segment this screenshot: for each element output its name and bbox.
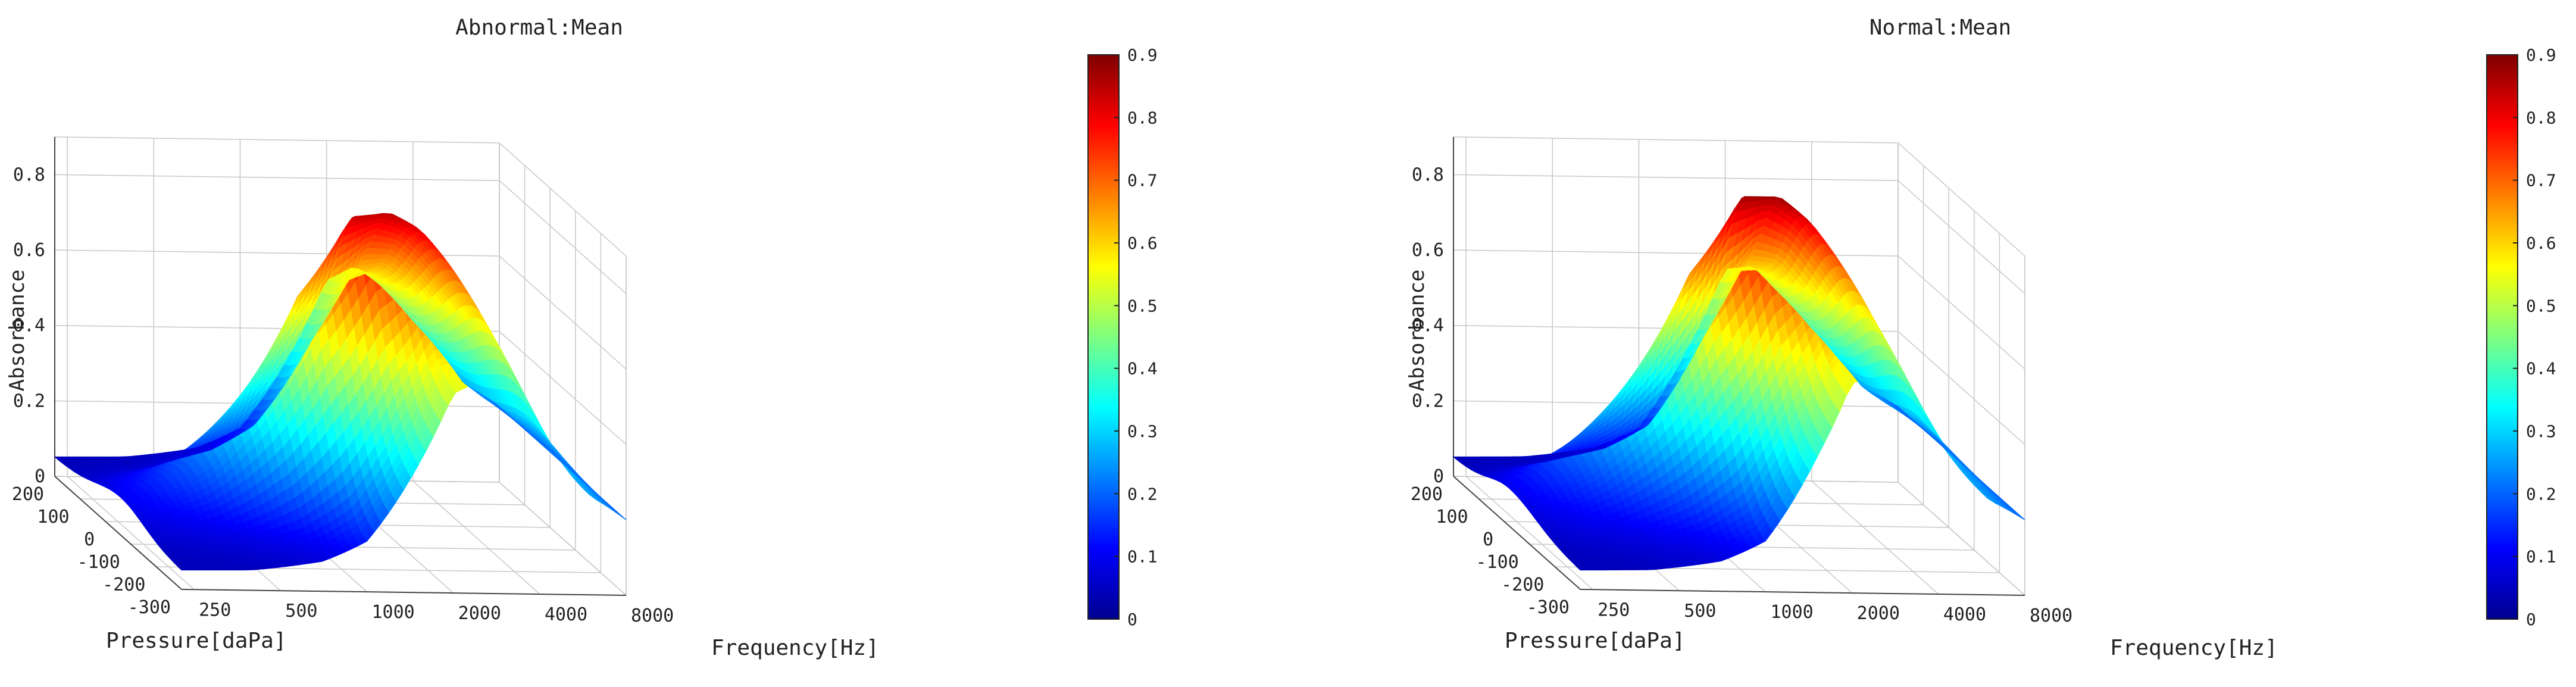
y-tick-label: 100 [37,507,69,527]
colorbar-tick-label: 0.7 [1127,171,1158,191]
grid-line [55,137,499,143]
grid-line [1898,332,2025,445]
y-tick-label: 0 [84,529,95,550]
grid-line [1898,256,2025,369]
surface [1453,196,2025,570]
colorbar-tick-label: 0 [1127,610,1137,629]
axis-line [182,589,626,595]
colorbar-tick-label: 0.2 [1127,484,1158,504]
z-tick-label: 0.2 [13,391,45,411]
grid-line [499,143,626,256]
x-tick-label: 2000 [458,603,501,624]
colorbar-tick-label: 0.3 [1127,421,1158,441]
y-axis-label: Pressure[daPa] [106,629,286,653]
grid-line [1898,482,2025,595]
grid-line [1898,180,2025,293]
x-tick-label: 8000 [631,605,674,626]
grid-line [1453,137,1898,143]
colorbar-tick-label: 0.8 [1127,108,1158,127]
chart-title: Abnormal:Mean [455,15,623,40]
grid-line [413,481,540,594]
colorbar-tick-label: 0.1 [1127,547,1158,567]
y-tick-label: -200 [102,574,145,595]
grid-line [499,180,626,293]
z-tick-label: 0.6 [13,240,45,261]
y-tick-label: 200 [12,484,44,505]
x-axis-label: Frequency[Hz] [711,636,879,660]
colorbar-ticks: 0 0.1 0.2 0.3 0.4 0.5 0.6 0.7 0.8 0.9 [1114,45,1158,629]
grid-line [55,174,499,180]
grid-line [499,482,626,595]
z-tick-label: 0.8 [13,164,45,185]
grid-line [1812,481,1939,594]
y-tick-label: -300 [128,597,171,618]
colorbar-tick-label: 0.4 [1127,359,1158,379]
x-tick-label: 500 [285,601,317,622]
x-tick-label: 1000 [371,602,414,623]
colorbar-tick-label: 0.5 [1127,296,1158,316]
y-tick-label: -100 [77,552,120,573]
x-tick-label: 250 [199,599,231,620]
grid-line [499,256,626,369]
surface [55,214,626,570]
colorbar [1088,55,1119,619]
grid-line [1898,143,2025,256]
colorbar-tick-label: 0.9 [1127,45,1158,65]
x-tick-label: 4000 [545,604,587,625]
axis-line [1580,589,2025,595]
z-axis-label: Absorbance [5,270,29,392]
colorbar-tick-label: 0.6 [1127,233,1158,253]
grid-line [1453,174,1898,180]
